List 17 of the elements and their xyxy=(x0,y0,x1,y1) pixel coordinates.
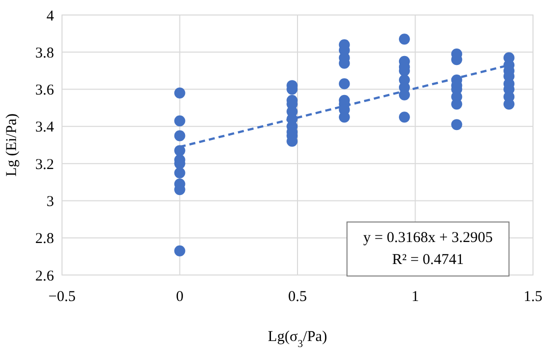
y-tick-label: 3 xyxy=(46,194,54,210)
y-tick-label: 2.6 xyxy=(35,268,54,284)
y-axis-title: Lg (Ei/Pa) xyxy=(4,114,20,176)
annotation: y = 0.3168x + 3.2905 xyxy=(363,230,493,246)
x-tick-label: 1.5 xyxy=(524,289,542,305)
x-tick-label: 0 xyxy=(176,289,184,305)
y-tick-label: 2.8 xyxy=(35,231,54,248)
x-tick-label: 1 xyxy=(412,289,419,305)
y-tick-label: 3.8 xyxy=(35,45,54,62)
y-tick-label: 3.4 xyxy=(35,120,54,136)
x-tick-label: 0.5 xyxy=(288,289,307,305)
y-tick-label: 3.2 xyxy=(35,156,54,173)
y-tick-label: 3.6 xyxy=(35,82,54,99)
x-axis-title: Lg(σ$_{3}$/Pa) xyxy=(268,329,328,350)
x-tick-label: −0.5 xyxy=(48,289,76,305)
y-tick-label: 4 xyxy=(46,8,54,24)
annotation: R² = 0.4741 xyxy=(392,252,464,268)
